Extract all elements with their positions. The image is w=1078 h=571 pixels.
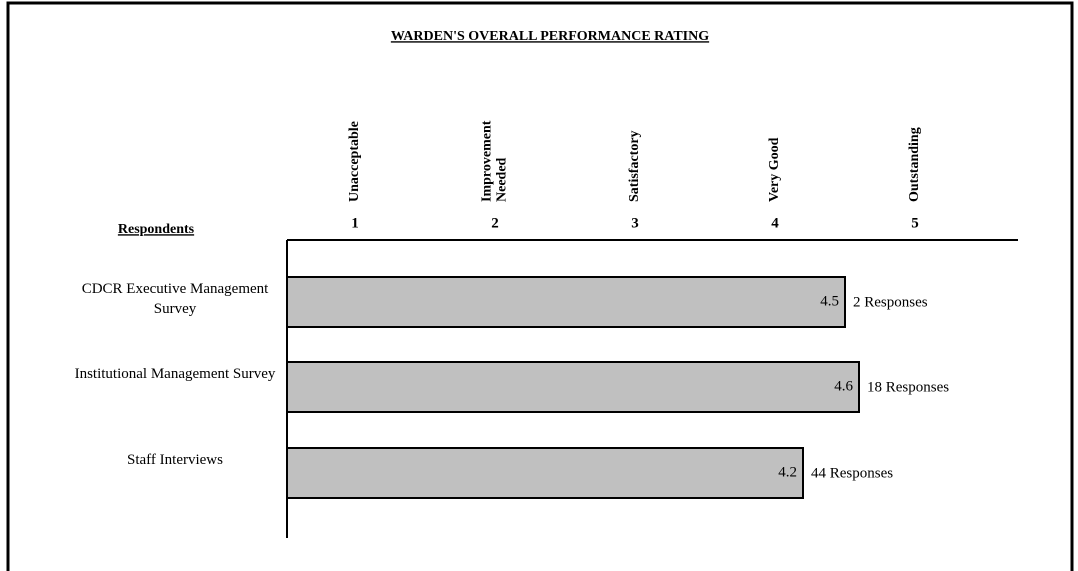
bar (286, 276, 846, 328)
response-label: 2 Responses (853, 294, 928, 310)
y-tick-label: Institutional Management Survey (74, 366, 276, 382)
bar (286, 447, 804, 499)
rating-label: Outstanding (907, 127, 922, 202)
y-tick-label: Staff Interviews (127, 452, 223, 468)
response-label: 44 Responses (811, 465, 893, 481)
rating-label: Satisfactory (627, 130, 642, 202)
x-tick-label: 2 (491, 215, 499, 231)
rating-label: Improvement (480, 120, 495, 202)
rating-label: Unacceptable (347, 121, 362, 202)
rating-label: Needed (495, 157, 510, 202)
x-tick-label: 4 (771, 215, 779, 231)
x-tick-label: 1 (351, 215, 359, 231)
y-tick-label: CDCR Executive Management Survey (81, 281, 269, 317)
x-tick-label: 5 (911, 215, 919, 231)
chart-title: WARDEN'S OVERALL PERFORMANCE RATING (391, 29, 709, 44)
bar (286, 361, 860, 413)
x-tick-label: 3 (631, 215, 639, 231)
frame (6, 1, 1074, 571)
rating-label: Very Good (767, 137, 782, 202)
value-label: 4.6 (834, 378, 853, 394)
y-axis-title: Respondents (118, 222, 195, 237)
value-label: 4.5 (820, 293, 839, 309)
value-label: 4.2 (778, 464, 797, 480)
response-label: 18 Responses (867, 379, 949, 395)
